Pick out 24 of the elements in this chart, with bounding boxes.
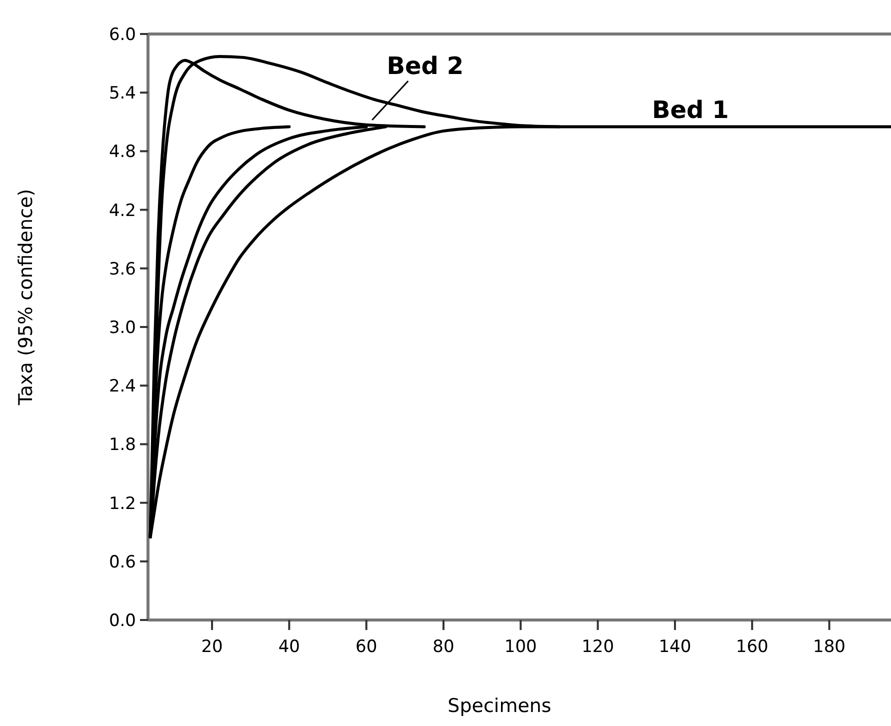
y-tick-label: 2.4 (108, 376, 136, 397)
x-tick-label: 20 (201, 637, 223, 657)
x-tick-label: 40 (278, 637, 300, 657)
x-tick-label: 140 (658, 637, 692, 657)
x-tick-label: 80 (432, 637, 454, 657)
annotation: Bed 1 (652, 96, 729, 124)
x-tick-label: 100 (504, 637, 537, 657)
x-tick-label: 60 (356, 637, 378, 657)
y-tick-label: 1.2 (108, 494, 136, 514)
y-tick-label: 4.8 (108, 142, 136, 162)
annotation: Bed 2 (386, 52, 464, 80)
y-axis-title: Taxa (95% confidence) (15, 188, 37, 406)
y-tick-label: 5.4 (108, 84, 136, 104)
y-tick-label: 6.0 (108, 24, 136, 45)
y-tick-label: 1.8 (108, 435, 136, 456)
x-tick-label: 120 (582, 637, 614, 657)
x-tick-label: 160 (736, 637, 768, 657)
y-tick-label: 3.6 (108, 259, 136, 280)
y-tick-label: 4.2 (108, 200, 136, 221)
x-axis-title: Specimens (448, 695, 552, 717)
y-tick-label: 0.6 (108, 552, 136, 572)
x-tick-label: 180 (813, 637, 846, 657)
y-tick-label: 0.0 (108, 610, 136, 631)
y-tick-label: 3.0 (108, 318, 136, 338)
